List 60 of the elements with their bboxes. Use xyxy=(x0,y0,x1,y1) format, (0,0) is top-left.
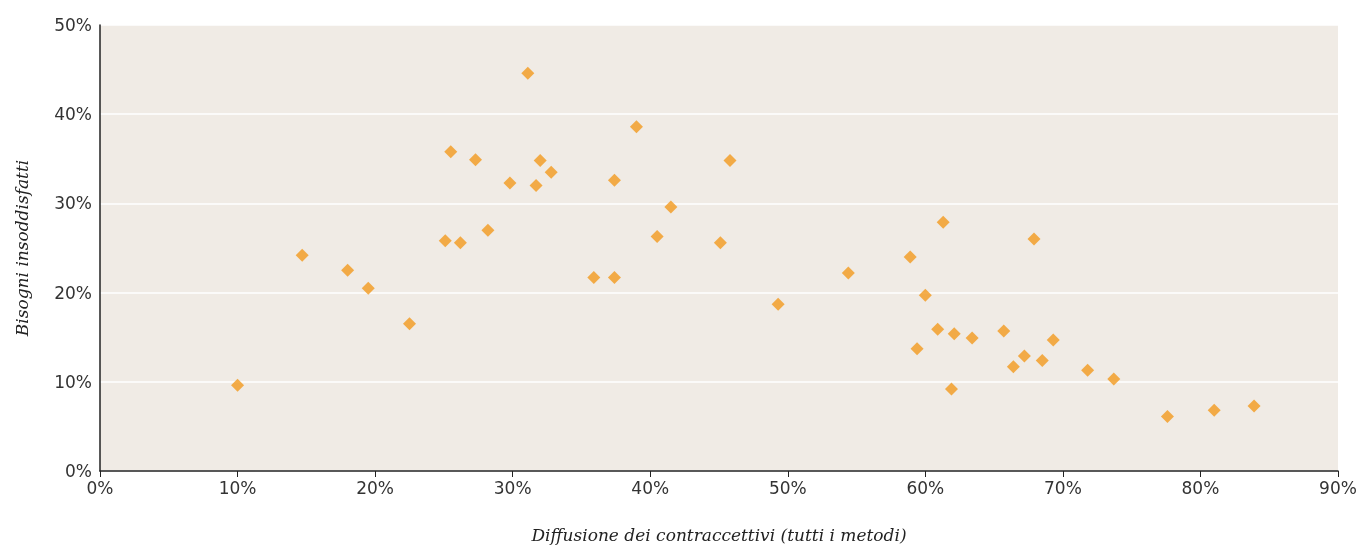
x-tick-label: 90% xyxy=(1319,477,1357,498)
x-tick-label: 50% xyxy=(768,477,807,498)
point xyxy=(1247,399,1261,413)
x-axis-title: Diffusione dei contraccettivi (tutti i metodi) xyxy=(530,524,907,545)
point xyxy=(587,270,601,284)
point xyxy=(1006,360,1020,374)
point xyxy=(544,165,558,179)
point xyxy=(1035,353,1049,367)
point xyxy=(1027,232,1041,246)
y-tick-label: 30% xyxy=(54,193,92,214)
point xyxy=(944,382,958,396)
point xyxy=(650,229,664,243)
x-tick-label: 40% xyxy=(631,477,670,498)
y-tick-label: 40% xyxy=(54,104,92,125)
point xyxy=(1207,403,1221,417)
point xyxy=(965,331,979,345)
point xyxy=(997,324,1011,338)
point xyxy=(607,173,621,187)
point xyxy=(403,317,416,331)
y-tick-label: 50% xyxy=(54,15,92,35)
point xyxy=(503,176,517,190)
point xyxy=(295,248,309,262)
x-tick-label: 60% xyxy=(906,477,945,498)
x-tick-label: 20% xyxy=(356,477,395,498)
point xyxy=(1160,410,1174,424)
point xyxy=(771,297,785,311)
point xyxy=(1017,349,1031,363)
point xyxy=(607,270,621,284)
point xyxy=(341,263,355,277)
x-tick-label: 30% xyxy=(493,477,532,498)
point xyxy=(1046,333,1060,347)
point xyxy=(1107,372,1121,386)
point xyxy=(918,288,932,302)
point xyxy=(629,120,643,134)
point xyxy=(723,154,737,168)
point xyxy=(521,66,535,80)
point xyxy=(713,236,727,250)
point xyxy=(481,223,495,237)
point xyxy=(936,215,950,229)
x-tick-label: 10% xyxy=(218,477,257,498)
point xyxy=(469,153,483,167)
point xyxy=(931,322,945,336)
point xyxy=(438,234,452,248)
point xyxy=(841,266,855,280)
point xyxy=(664,200,678,214)
point xyxy=(361,281,375,295)
point xyxy=(903,250,917,264)
point xyxy=(453,236,467,250)
point xyxy=(910,342,924,356)
point xyxy=(533,154,547,168)
x-tick-label: 80% xyxy=(1181,477,1220,498)
x-tick-label: 70% xyxy=(1043,477,1082,498)
point xyxy=(444,145,458,159)
point xyxy=(529,179,543,193)
y-tick-label: 20% xyxy=(54,282,92,303)
point xyxy=(1081,363,1095,377)
point xyxy=(947,327,961,341)
y-tick-label: 10% xyxy=(54,371,92,392)
point xyxy=(231,378,245,392)
y-axis-title: Bisogni insoddisfatti xyxy=(11,159,32,338)
